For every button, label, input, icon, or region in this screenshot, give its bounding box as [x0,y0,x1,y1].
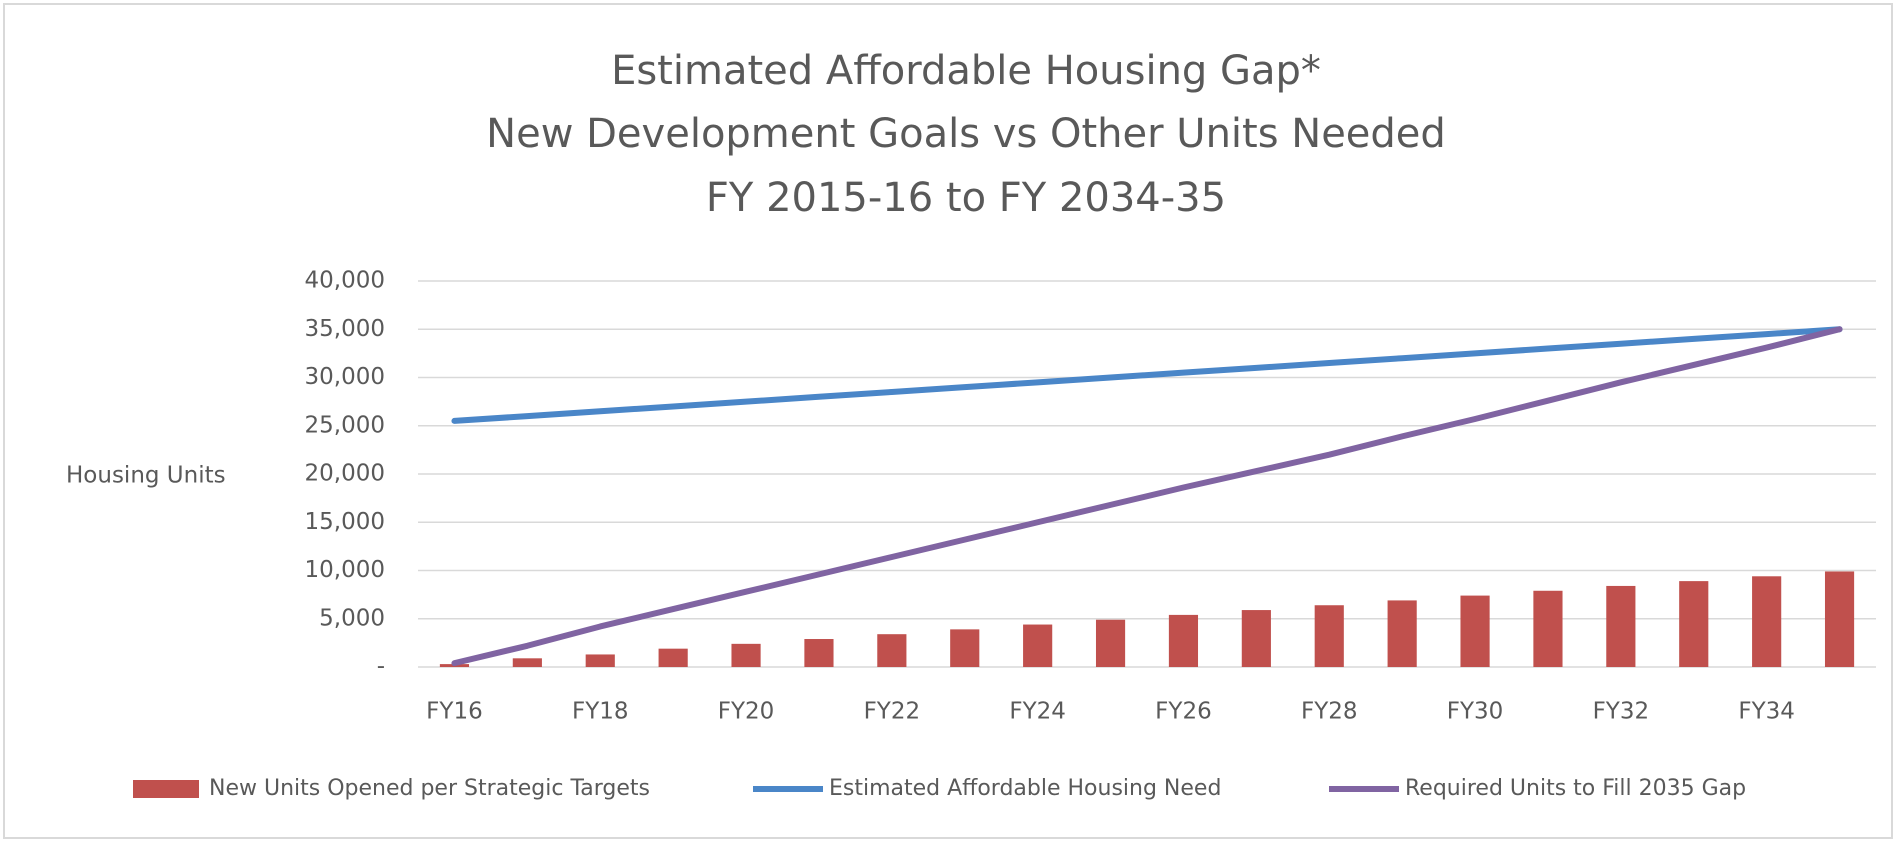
legend-label: New Units Opened per Strategic Targets [209,776,650,801]
bar [950,629,980,667]
legend-swatch [133,780,199,798]
bar [1314,605,1344,667]
bar [1168,614,1199,667]
y-tick-label: 15,000 [305,509,385,535]
x-tick-label: FY18 [572,699,629,725]
x-tick-label: FY24 [1009,699,1066,725]
chart-title: FY 2015-16 to FY 2034-35 [706,175,1226,221]
x-tick-label: FY30 [1447,699,1504,725]
line [451,326,1843,667]
y-tick-label: 20,000 [305,461,385,487]
bar [1241,610,1271,667]
x-tick-label: FY32 [1593,699,1650,725]
bar [731,643,761,667]
y-tick-label: 30,000 [305,364,385,390]
bar [585,654,615,667]
bar [512,658,542,667]
y-tick-label: 40,000 [305,268,385,294]
bar [1533,590,1563,667]
legend-label: Required Units to Fill 2035 Gap [1405,776,1746,801]
bar [1460,595,1490,667]
bar [804,639,834,667]
bar [1095,619,1126,667]
x-tick-label: FY22 [864,699,921,725]
chart-title: New Development Goals vs Other Units Nee… [486,111,1446,157]
bar [1387,600,1417,667]
bar [1752,576,1782,667]
bar [658,648,688,667]
chart-border [3,3,1893,839]
y-tick-label: - [377,654,385,680]
x-tick-label: FY28 [1301,699,1358,725]
bar [877,634,907,667]
x-tick-label: FY26 [1155,699,1212,725]
bar [1606,585,1636,667]
y-tick-label: 10,000 [305,557,385,583]
x-tick-label: FY16 [426,699,483,725]
y-axis-label: Housing Units [66,463,226,489]
bar [1023,624,1053,667]
y-tick-label: 5,000 [319,605,385,631]
bar [1679,581,1709,667]
y-tick-label: 25,000 [305,412,385,438]
line [451,326,1843,424]
x-tick-label: FY20 [718,699,775,725]
y-tick-label: 35,000 [305,316,385,342]
legend-label: Estimated Affordable Housing Need [829,776,1221,801]
chart-title: Estimated Affordable Housing Gap* [611,48,1321,94]
bar [1824,571,1855,667]
x-tick-label: FY34 [1738,699,1795,725]
